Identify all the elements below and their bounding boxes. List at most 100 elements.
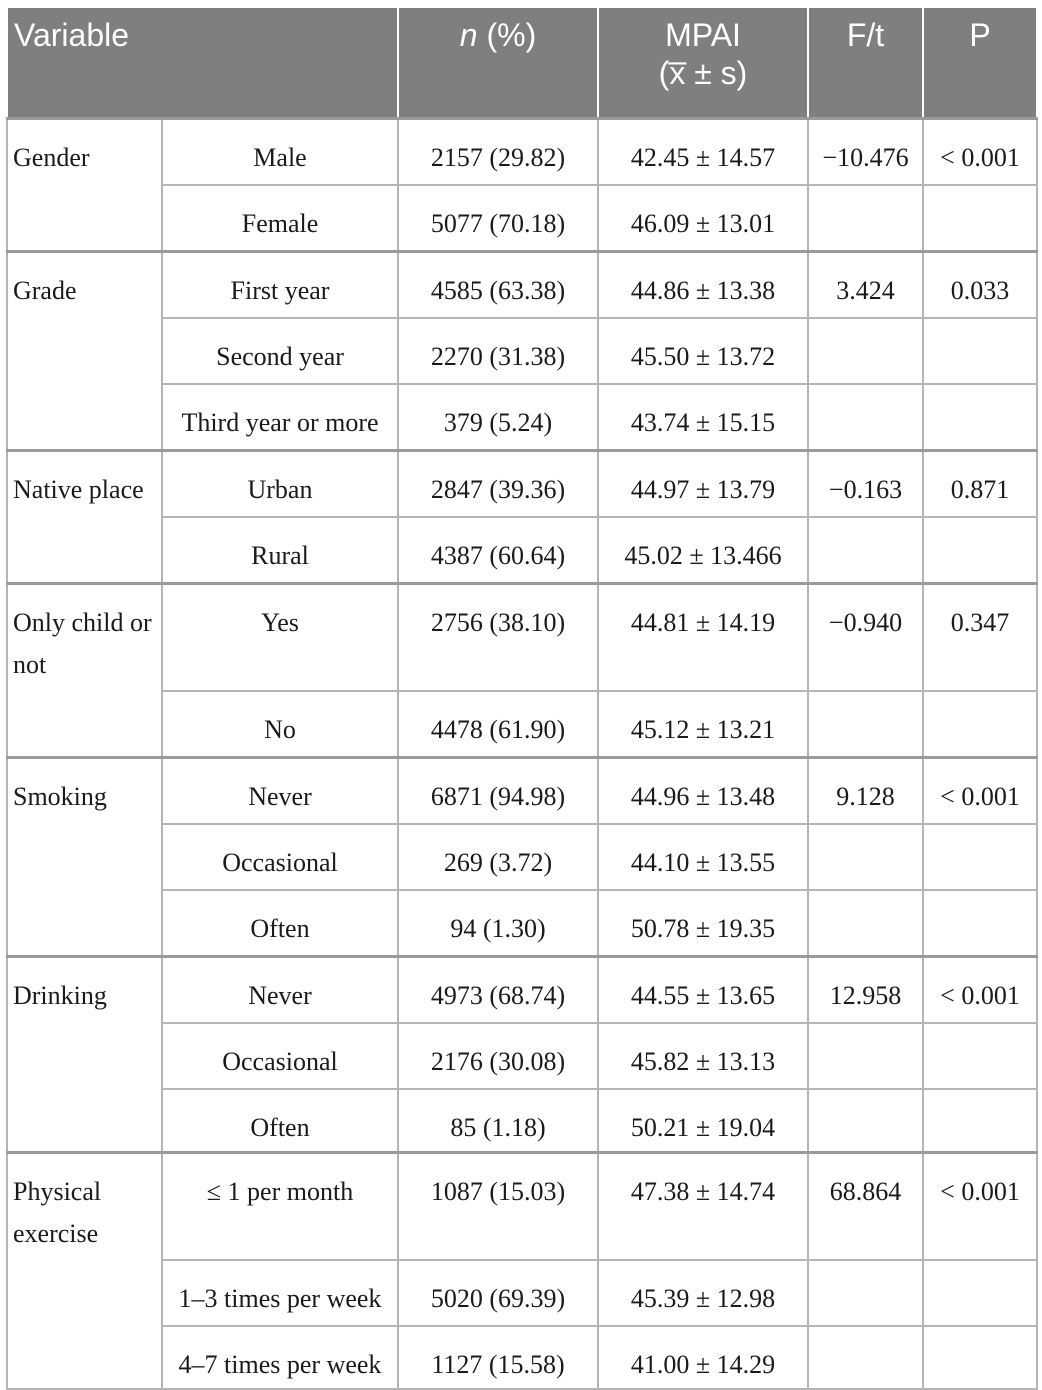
n-cell: 85 (1.18) [397,1088,599,1154]
table-row: Female 5077 (70.18) 46.09 ± 13.01 [7,184,1038,253]
n-cell: 2176 (30.08) [397,1022,599,1090]
header-row: Variable n (%) MPAI (x̅ ± s) F/t P [6,6,1038,120]
stat-cell [807,317,924,385]
category-cell: No [161,690,399,759]
stat-cell [807,1325,924,1390]
table-row: Second year 2270 (31.38) 45.50 ± 13.72 [7,317,1038,385]
n-cell: 2270 (31.38) [397,317,599,385]
stat-cell [807,184,924,253]
n-cell: 1087 (15.03) [397,1151,599,1261]
category-cell: Urban [161,449,399,518]
header-mpai: MPAI (x̅ ± s) [597,6,809,120]
category-cell: Rural [161,516,399,585]
p-cell [922,317,1038,385]
mpai-cell: 45.82 ± 13.13 [597,1022,809,1090]
table-row: No 4478 (61.90) 45.12 ± 13.21 [7,690,1038,759]
n-cell: 269 (3.72) [397,823,599,891]
mpai-cell: 41.00 ± 14.29 [597,1325,809,1390]
stat-cell [807,690,924,759]
p-cell: < 0.001 [922,117,1038,186]
table-row: Often 85 (1.18) 50.21 ± 19.04 [7,1088,1038,1154]
category-cell: Often [161,1088,399,1154]
stat-cell: −10.476 [807,117,924,186]
table-row: 1–3 times per week 5020 (69.39) 45.39 ± … [7,1259,1038,1327]
p-cell [922,383,1038,452]
variable-cell: Grade [6,250,163,452]
category-cell: ≤ 1 per month [161,1151,399,1261]
table-row: Smoking Never 6871 (94.98) 44.96 ± 13.48… [6,756,1038,958]
mpai-cell: 44.86 ± 13.38 [597,250,809,319]
category-cell: Occasional [161,823,399,891]
p-cell [922,1259,1038,1327]
n-cell: 4478 (61.90) [397,690,599,759]
stat-cell [807,1088,924,1154]
data-table: Variable n (%) MPAI (x̅ ± s) F/t P Gender… [6,6,1038,1390]
p-cell: < 0.001 [922,1151,1038,1261]
stat-cell [807,823,924,891]
stat-cell: −0.163 [807,449,924,518]
table-row: Grade First year 4585 (63.38) 44.86 ± 13… [6,250,1038,452]
variable-cell: Gender [6,117,163,253]
mpai-cell: 42.45 ± 14.57 [597,117,809,186]
p-cell [922,889,1038,958]
stat-cell [807,383,924,452]
mpai-cell: 44.97 ± 13.79 [597,449,809,518]
n-cell: 4585 (63.38) [397,250,599,319]
mpai-cell: 44.55 ± 13.65 [597,955,809,1024]
p-cell [922,823,1038,891]
stat-cell [807,889,924,958]
category-cell: 4–7 times per week [161,1325,399,1390]
category-cell: Third year or more [161,383,399,452]
category-cell: Female [161,184,399,253]
p-cell [922,690,1038,759]
p-cell: 0.871 [922,449,1038,518]
category-cell: Yes [161,582,399,692]
n-cell: 2756 (38.10) [397,582,599,692]
category-cell: Second year [161,317,399,385]
n-cell: 1127 (15.58) [397,1325,599,1390]
stat-cell [807,1259,924,1327]
mpai-cell: 44.96 ± 13.48 [597,756,809,825]
table-row: Physical exercise ≤ 1 per month 1087 (15… [6,1151,1038,1390]
header-n-italic: n [459,17,478,53]
header-n-percent: n (%) [397,6,599,120]
table-row: Occasional 269 (3.72) 44.10 ± 13.55 [7,823,1038,891]
stat-cell: −0.940 [807,582,924,692]
table-row: Gender Male 2157 (29.82) 42.45 ± 14.57 −… [6,117,1038,253]
stat-cell: 68.864 [807,1151,924,1261]
variable-cell: Only child or not [6,582,163,759]
mpai-cell: 45.02 ± 13.466 [597,516,809,585]
mpai-cell: 46.09 ± 13.01 [597,184,809,253]
header-n-rest: (%) [477,17,537,53]
stat-cell: 9.128 [807,756,924,825]
variable-cell: Native place [6,449,163,585]
n-cell: 6871 (94.98) [397,756,599,825]
p-cell [922,184,1038,253]
p-cell [922,1088,1038,1154]
mpai-cell: 45.50 ± 13.72 [597,317,809,385]
category-cell: Never [161,756,399,825]
category-cell: Male [161,117,399,186]
category-cell: 1–3 times per week [161,1259,399,1327]
n-cell: 94 (1.30) [397,889,599,958]
mpai-cell: 45.39 ± 12.98 [597,1259,809,1327]
mpai-cell: 47.38 ± 14.74 [597,1151,809,1261]
p-cell: < 0.001 [922,756,1038,825]
n-cell: 5020 (69.39) [397,1259,599,1327]
p-cell [922,1022,1038,1090]
mpai-cell: 44.81 ± 14.19 [597,582,809,692]
variable-cell: Smoking [6,756,163,958]
header-mpai-line2: (x̅ ± s) [658,55,748,91]
table-row: 4–7 times per week 1127 (15.58) 41.00 ± … [7,1325,1038,1390]
n-cell: 2847 (39.36) [397,449,599,518]
category-cell: Often [161,889,399,958]
mpai-cell: 50.78 ± 19.35 [597,889,809,958]
table-row: Rural 4387 (60.64) 45.02 ± 13.466 [7,516,1038,585]
mpai-cell: 50.21 ± 19.04 [597,1088,809,1154]
header-ft: F/t [807,6,924,120]
table-row: Often 94 (1.30) 50.78 ± 19.35 [7,889,1038,958]
table-row: Occasional 2176 (30.08) 45.82 ± 13.13 [7,1022,1038,1090]
header-p: P [922,6,1038,120]
n-cell: 2157 (29.82) [397,117,599,186]
table-row: Drinking Never 4973 (68.74) 44.55 ± 13.6… [6,955,1038,1154]
